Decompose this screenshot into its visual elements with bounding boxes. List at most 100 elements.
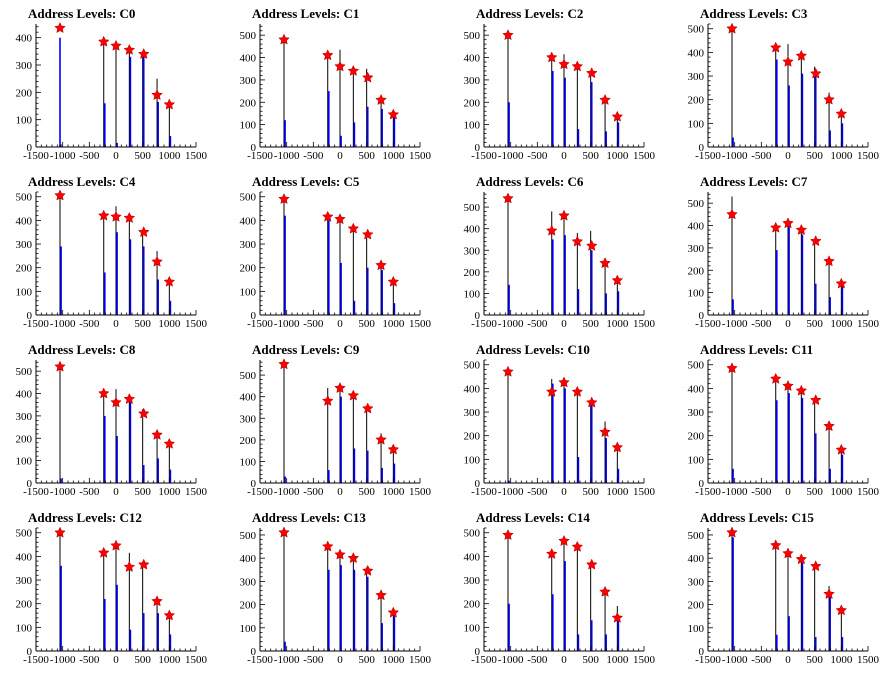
chart-title: Address Levels: C5 [252,174,360,189]
star-marker-0 [278,33,290,45]
x-tick-label: 0 [561,654,567,666]
star-marker-2 [558,534,570,546]
star-marker-2 [782,379,794,391]
x-tick-label: 0 [337,654,343,666]
x-tick-label: 1500 [633,486,656,498]
y-tick-label: 200 [240,600,257,612]
x-tick-label: 1000 [830,318,853,330]
chart-title: Address Levels: C15 [700,510,814,525]
x-tick-label: -1000 [274,150,300,162]
x-tick-label: -1500 [695,654,721,666]
y-tick-label: 200 [16,87,33,99]
x-tick-label: -1500 [247,654,273,666]
y-tick-label: 500 [464,202,481,214]
x-tick-label: 500 [134,654,151,666]
x-tick-label: 0 [561,150,567,162]
x-tick-label: -1000 [722,654,748,666]
star-marker-5 [151,255,163,267]
chart-title: Address Levels: C14 [476,510,590,525]
star-marker-2 [110,39,122,51]
x-tick-label: -1000 [498,150,524,162]
y-tick-label: 300 [16,411,33,423]
x-tick-label: -1500 [471,318,497,330]
y-tick-label: 200 [16,263,33,275]
x-tick-label: 1500 [409,654,432,666]
star-marker-6 [611,110,624,122]
y-tick-label: 400 [16,215,33,227]
chart-panel-7: Address Levels: C70100200300400500-1500-… [688,174,880,330]
y-tick-label: 300 [16,575,33,587]
y-tick-label: 500 [688,24,705,36]
star-marker-2 [110,539,122,551]
y-tick-label: 500 [688,360,705,372]
y-tick-label: 0 [251,646,257,658]
star-marker-1 [97,546,110,558]
y-tick-label: 100 [16,115,33,127]
x-tick-label: -1000 [498,318,524,330]
y-tick-label: 400 [688,47,705,59]
x-tick-label: -1000 [722,486,748,498]
x-tick-label: 0 [561,318,567,330]
star-marker-6 [835,604,848,616]
star-marker-4 [585,558,598,570]
star-marker-5 [599,425,611,438]
star-marker-6 [835,443,848,455]
y-tick-label: 200 [464,97,481,109]
x-tick-label: 500 [806,486,823,498]
star-marker-0 [54,21,66,33]
y-tick-label: 300 [464,407,481,419]
y-tick-label: 0 [27,646,33,658]
star-marker-1 [97,387,110,399]
y-tick-label: 200 [16,433,33,445]
y-tick-label: 300 [240,413,257,425]
star-marker-5 [151,595,163,607]
star-marker-5 [823,255,835,267]
star-marker-0 [726,526,738,538]
y-tick-label: 0 [699,310,705,322]
star-marker-1 [321,540,334,552]
y-tick-label: 500 [464,360,481,372]
y-tick-label: 400 [464,551,481,563]
chart-title: Address Levels: C7 [700,174,808,189]
x-tick-label: 0 [113,318,119,330]
star-marker-6 [387,443,400,455]
x-tick-label: 1500 [185,318,208,330]
x-tick-label: -1500 [23,318,49,330]
star-marker-6 [387,108,400,120]
x-tick-label: 0 [337,318,343,330]
chart-panel-11: Address Levels: C11 0 100 200 300 400 500 -1500… [688,342,880,498]
y-tick-label: 100 [688,288,705,300]
x-tick-label: 1500 [633,318,656,330]
star-marker-2 [782,547,794,559]
y-tick-label: 200 [240,435,257,447]
x-tick-label: -500 [303,150,324,162]
x-tick-label: -1500 [471,654,497,666]
x-tick-label: 1000 [830,654,853,666]
star-marker-0 [502,365,514,377]
star-marker-2 [782,55,794,67]
star-marker-3 [347,389,360,401]
star-marker-5 [823,93,835,105]
y-tick-label: 100 [688,118,705,130]
y-tick-label: 0 [475,478,481,490]
y-tick-label: 500 [240,530,257,542]
x-tick-label: 0 [337,150,343,162]
x-tick-label: -500 [527,654,548,666]
y-tick-label: 0 [699,478,705,490]
y-tick-label: 300 [464,245,481,257]
x-tick-label: 1500 [633,654,656,666]
star-marker-6 [835,107,848,119]
star-marker-4 [137,47,150,59]
star-marker-0 [726,208,738,220]
star-marker-2 [334,213,346,225]
y-tick-label: 0 [27,478,33,490]
x-tick-label: 500 [358,318,375,330]
y-tick-label: 400 [688,383,705,395]
star-marker-3 [795,553,808,565]
x-tick-label: -1500 [247,318,273,330]
chart-title: Address Levels: C4 [28,174,136,189]
x-tick-label: 1500 [857,654,880,666]
y-tick-label: 200 [240,263,257,275]
x-tick-label: -500 [79,318,100,330]
y-tick-label: 500 [240,30,257,42]
